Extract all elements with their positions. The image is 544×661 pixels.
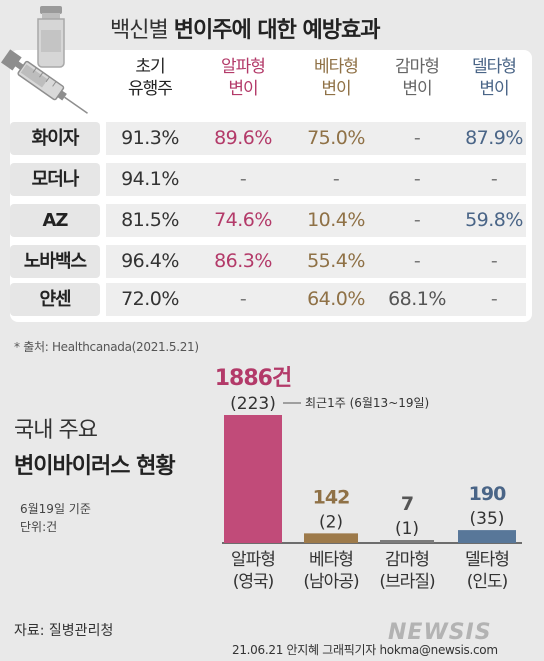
- col-header-initial-line2: 유행주: [128, 79, 173, 99]
- value-label-beta: 142: [313, 486, 350, 508]
- col-header-delta-line2: 변이: [479, 79, 509, 99]
- footer-source: 자료: 질병관리청: [14, 623, 114, 639]
- category-label-alpha: 알파형: [231, 550, 275, 570]
- cell-beta: 55.4%: [307, 250, 365, 272]
- newsis-logo: NEWSIS: [388, 620, 492, 645]
- cell-beta: 10.4%: [307, 209, 365, 231]
- col-header-gamma-line2: 변이: [402, 79, 432, 99]
- row-stripe: [106, 283, 526, 316]
- vaccine-name: 얀센: [39, 289, 71, 310]
- recent-label-gamma: (1): [395, 519, 419, 539]
- chart-title: 국내 주요: [14, 418, 98, 443]
- cell-initial: 81.5%: [121, 209, 179, 231]
- col-header-initial: 초기 유행주: [106, 56, 194, 100]
- recent-label-beta: (2): [319, 512, 343, 532]
- col-header-beta-line2: 변이: [321, 79, 351, 99]
- category-label-beta: 베타형: [309, 550, 353, 570]
- category-sublabel-delta: (인도): [467, 572, 508, 592]
- cell-delta: -: [490, 288, 498, 310]
- cell-alpha: 86.3%: [214, 250, 272, 272]
- col-header-delta-line1: 델타형: [472, 57, 517, 77]
- title-part2: 변이주에 대한 예방효과: [173, 18, 381, 43]
- col-header-initial-line1: 초기: [135, 57, 165, 77]
- cell-beta: 64.0%: [307, 288, 365, 310]
- cell-gamma: 68.1%: [388, 288, 446, 310]
- recent-label-delta: (35): [470, 509, 505, 529]
- table-row: 모더나 94.1% - - - -: [10, 163, 532, 196]
- value-label-delta: 190: [469, 483, 506, 505]
- cell-gamma: -: [413, 168, 421, 190]
- row-stripe: [106, 163, 526, 196]
- row-stripe: [106, 245, 526, 278]
- col-header-delta: 델타형 변이: [454, 56, 534, 100]
- row-stripe: [106, 122, 526, 155]
- page-title: 백신별 변이주에 대한 예방효과: [110, 12, 381, 44]
- category-label-delta: 델타형: [465, 550, 509, 570]
- category-sublabel-gamma: (브라질): [379, 572, 435, 592]
- chart-unit: 단위:건: [20, 520, 58, 534]
- col-header-beta: 베타형 변이: [292, 56, 380, 100]
- vaccine-name: 모더나: [31, 169, 80, 190]
- vaccine-name-box: [10, 283, 100, 316]
- category-sublabel-alpha: (영국): [233, 572, 274, 592]
- category-label-gamma: 감마형: [385, 550, 429, 570]
- cell-delta: 87.9%: [465, 127, 523, 149]
- recent-label-alpha: (223): [230, 394, 276, 414]
- value-label-alpha: 1886건: [215, 366, 291, 391]
- table-source: * 출처: Healthcanada(2021.5.21): [14, 340, 199, 354]
- col-header-gamma-line1: 감마형: [395, 57, 440, 77]
- cell-initial: 91.3%: [121, 127, 179, 149]
- cell-delta: 59.8%: [465, 209, 523, 231]
- table-header: 초기 유행주 알파형 변이 베타형 변이 감마형 변이 델타형 변이: [10, 56, 532, 116]
- value-label-gamma: 7: [401, 493, 413, 515]
- vaccine-icon: [1, 6, 88, 114]
- cell-initial: 72.0%: [121, 288, 179, 310]
- cell-gamma: -: [413, 127, 421, 149]
- bar-delta: [458, 530, 516, 543]
- cell-beta: 75.0%: [307, 127, 365, 149]
- header: 백신별 변이주에 대한 예방효과: [0, 0, 544, 52]
- vaccine-name-box: [10, 204, 100, 237]
- cell-delta: -: [490, 250, 498, 272]
- bar-beta: [304, 533, 358, 543]
- table-row: 화이자 91.3% 89.6% 75.0% - 87.9%: [10, 122, 532, 155]
- vaccine-name: 노바백스: [23, 251, 87, 272]
- cell-gamma: -: [413, 209, 421, 231]
- cell-alpha: 89.6%: [214, 127, 272, 149]
- col-header-alpha-line1: 알파형: [221, 57, 266, 77]
- cell-gamma: -: [413, 250, 421, 272]
- chart-subtitle: 변이바이러스 현황: [14, 454, 176, 479]
- cell-initial: 94.1%: [121, 168, 179, 190]
- cell-delta: -: [490, 168, 498, 190]
- category-sublabel-beta: (남아공): [303, 572, 359, 592]
- table-row: 노바백스 96.4% 86.3% 55.4% - -: [10, 245, 532, 278]
- cell-alpha: -: [239, 168, 247, 190]
- table-row: AZ 81.5% 74.6% 10.4% - 59.8%: [10, 204, 532, 237]
- cell-beta: -: [332, 168, 340, 190]
- vaccine-name-box: [10, 163, 100, 196]
- chart-as-of: 6월19일 기준: [20, 502, 91, 516]
- cell-initial: 96.4%: [121, 250, 179, 272]
- col-header-alpha-line2: 변이: [228, 79, 258, 99]
- col-header-gamma: 감마형 변이: [380, 56, 454, 100]
- row-stripe: [106, 204, 526, 237]
- bar-alpha: [224, 415, 282, 543]
- col-header-beta-line1: 베타형: [314, 57, 359, 77]
- vaccine-name: AZ: [42, 210, 69, 231]
- vaccine-name-box: [10, 122, 100, 155]
- table-row: 얀센 72.0% - 64.0% 68.1% -: [10, 283, 532, 316]
- footer-credit: 21.06.21 안지혜 그래픽기자 hokma@newsis.com: [232, 643, 498, 657]
- recent-week-annotation: 최근1주 (6월13~19일): [305, 396, 429, 410]
- cell-alpha: -: [239, 288, 247, 310]
- cell-alpha: 74.6%: [214, 209, 272, 231]
- col-header-alpha: 알파형 변이: [194, 56, 292, 100]
- bar-gamma: [380, 540, 434, 543]
- title-part1: 백신별: [110, 18, 174, 43]
- vaccine-name-box: [10, 245, 100, 278]
- vaccine-name: 화이자: [31, 128, 80, 149]
